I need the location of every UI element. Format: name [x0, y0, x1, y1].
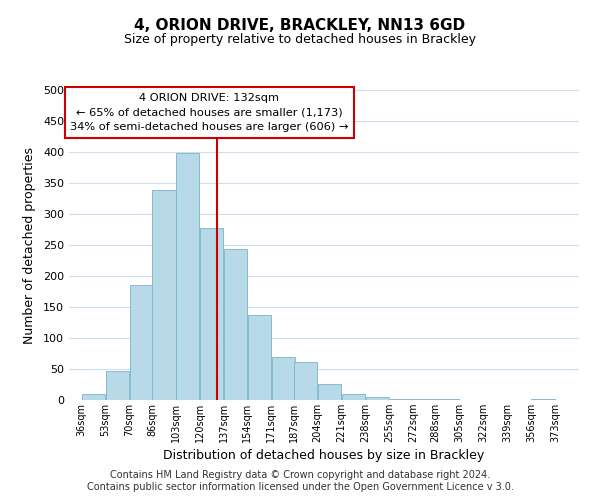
- Text: Contains HM Land Registry data © Crown copyright and database right 2024.: Contains HM Land Registry data © Crown c…: [110, 470, 490, 480]
- Bar: [152, 190, 176, 400]
- Bar: [200, 228, 223, 400]
- Text: Contains public sector information licensed under the Open Government Licence v : Contains public sector information licen…: [86, 482, 514, 492]
- X-axis label: Distribution of detached houses by size in Brackley: Distribution of detached houses by size …: [163, 449, 485, 462]
- Bar: [365, 397, 389, 400]
- Y-axis label: Number of detached properties: Number of detached properties: [23, 146, 36, 344]
- Bar: [176, 153, 199, 400]
- Bar: [248, 315, 271, 400]
- Bar: [294, 362, 317, 400]
- Text: 4 ORION DRIVE: 132sqm
← 65% of detached houses are smaller (1,173)
34% of semi-d: 4 ORION DRIVE: 132sqm ← 65% of detached …: [70, 93, 349, 132]
- Bar: [106, 372, 129, 400]
- Bar: [224, 250, 247, 400]
- Text: Size of property relative to detached houses in Brackley: Size of property relative to detached ho…: [124, 32, 476, 46]
- Bar: [342, 394, 365, 400]
- Bar: [532, 399, 555, 400]
- Bar: [272, 356, 295, 400]
- Text: 4, ORION DRIVE, BRACKLEY, NN13 6GD: 4, ORION DRIVE, BRACKLEY, NN13 6GD: [134, 18, 466, 32]
- Bar: [130, 286, 153, 400]
- Bar: [82, 394, 106, 400]
- Bar: [318, 384, 341, 400]
